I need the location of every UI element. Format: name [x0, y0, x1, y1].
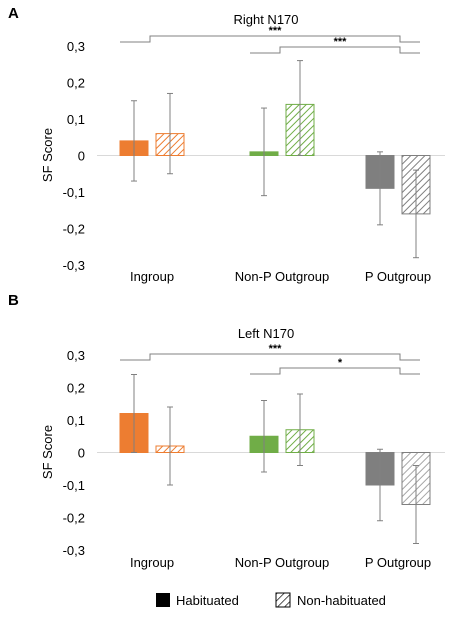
- y-tick-label: 0: [78, 446, 85, 461]
- significance-bracket: [250, 367, 420, 375]
- y-tick-label: 0,2: [67, 381, 85, 396]
- legend-swatch-habituated: [156, 593, 170, 607]
- significance-bracket: [120, 35, 420, 43]
- significance-bracket: [120, 353, 420, 361]
- y-tick-label: -0,3: [63, 258, 85, 273]
- category-label: Non-P Outgroup: [235, 269, 329, 284]
- significance-label: ***: [269, 25, 283, 37]
- y-tick-label: 0,2: [67, 76, 85, 91]
- y-tick-label: -0,2: [63, 222, 85, 237]
- category-label: Non-P Outgroup: [235, 555, 329, 570]
- significance-label: ***: [334, 36, 348, 48]
- panel-right-n170: A Right N170 SF Score 0,3 0,2 0,1 0 -0,1 -0,2 -0,…: [8, 5, 445, 284]
- legend-swatch-non-habituated: [275, 592, 291, 608]
- significance-label: ***: [269, 343, 283, 355]
- y-axis-title: SF Score: [40, 425, 55, 479]
- y-tick-label: -0,1: [63, 185, 85, 200]
- chart-title: Right N170: [233, 12, 298, 27]
- panel-letter: A: [8, 5, 19, 22]
- y-tick-label: -0,1: [63, 478, 85, 493]
- y-tick-label: 0,3: [67, 348, 85, 363]
- y-tick-label: 0,1: [67, 413, 85, 428]
- y-tick-label: 0,3: [67, 39, 85, 54]
- category-label: P Outgroup: [365, 555, 431, 570]
- legend-label-habituated: Habituated: [176, 593, 239, 608]
- category-label: Ingroup: [130, 555, 174, 570]
- y-tick-label: 0,1: [67, 112, 85, 127]
- category-label: Ingroup: [130, 269, 174, 284]
- y-axis-title: SF Score: [40, 128, 55, 182]
- chart-title: Left N170: [238, 326, 294, 341]
- panel-left-n170: B Left N170 SF Score 0,3 0,2 0,1 0 -0,1 -0,2 -0,3…: [8, 292, 445, 570]
- legend-label-non-habituated: Non-habituated: [297, 593, 386, 608]
- y-tick-label: -0,2: [63, 511, 85, 526]
- y-tick-label: 0: [78, 149, 85, 164]
- significance-label: *: [338, 357, 343, 369]
- y-tick-label: -0,3: [63, 543, 85, 558]
- significance-bracket: [250, 46, 420, 54]
- legend: Habituated Non-habituated: [156, 592, 386, 608]
- panel-letter: B: [8, 292, 19, 309]
- category-label: P Outgroup: [365, 269, 431, 284]
